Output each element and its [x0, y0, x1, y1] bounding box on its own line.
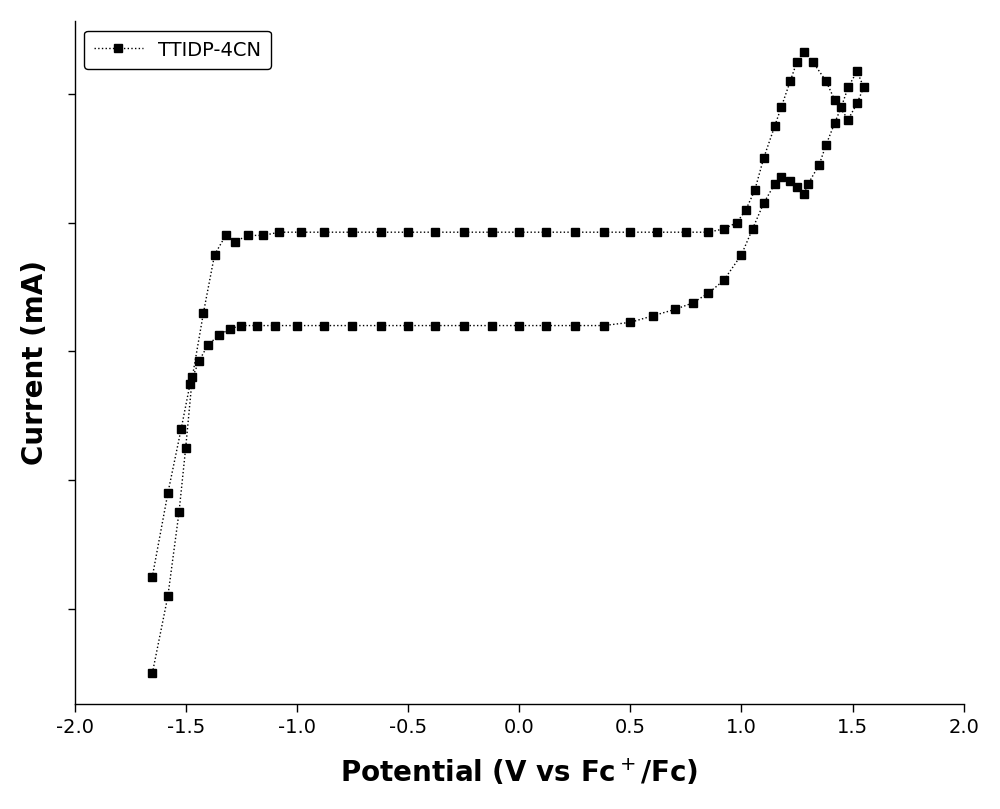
TTIDP-4CN [624, 227, 636, 237]
Legend: TTIDP-4CN: TTIDP-4CN [84, 31, 271, 70]
TTIDP-4CN [791, 182, 803, 192]
TTIDP-4CN [146, 668, 158, 678]
Line: TTIDP-4CN: TTIDP-4CN [148, 48, 868, 677]
X-axis label: Potential (V vs Fc$^+$/Fc): Potential (V vs Fc$^+$/Fc) [340, 757, 698, 788]
TTIDP-4CN [173, 507, 185, 517]
TTIDP-4CN [851, 66, 863, 76]
TTIDP-4CN [202, 340, 214, 349]
TTIDP-4CN [798, 47, 810, 57]
TTIDP-4CN [146, 572, 158, 582]
Y-axis label: Current (mA): Current (mA) [21, 260, 49, 465]
TTIDP-4CN [651, 227, 663, 237]
